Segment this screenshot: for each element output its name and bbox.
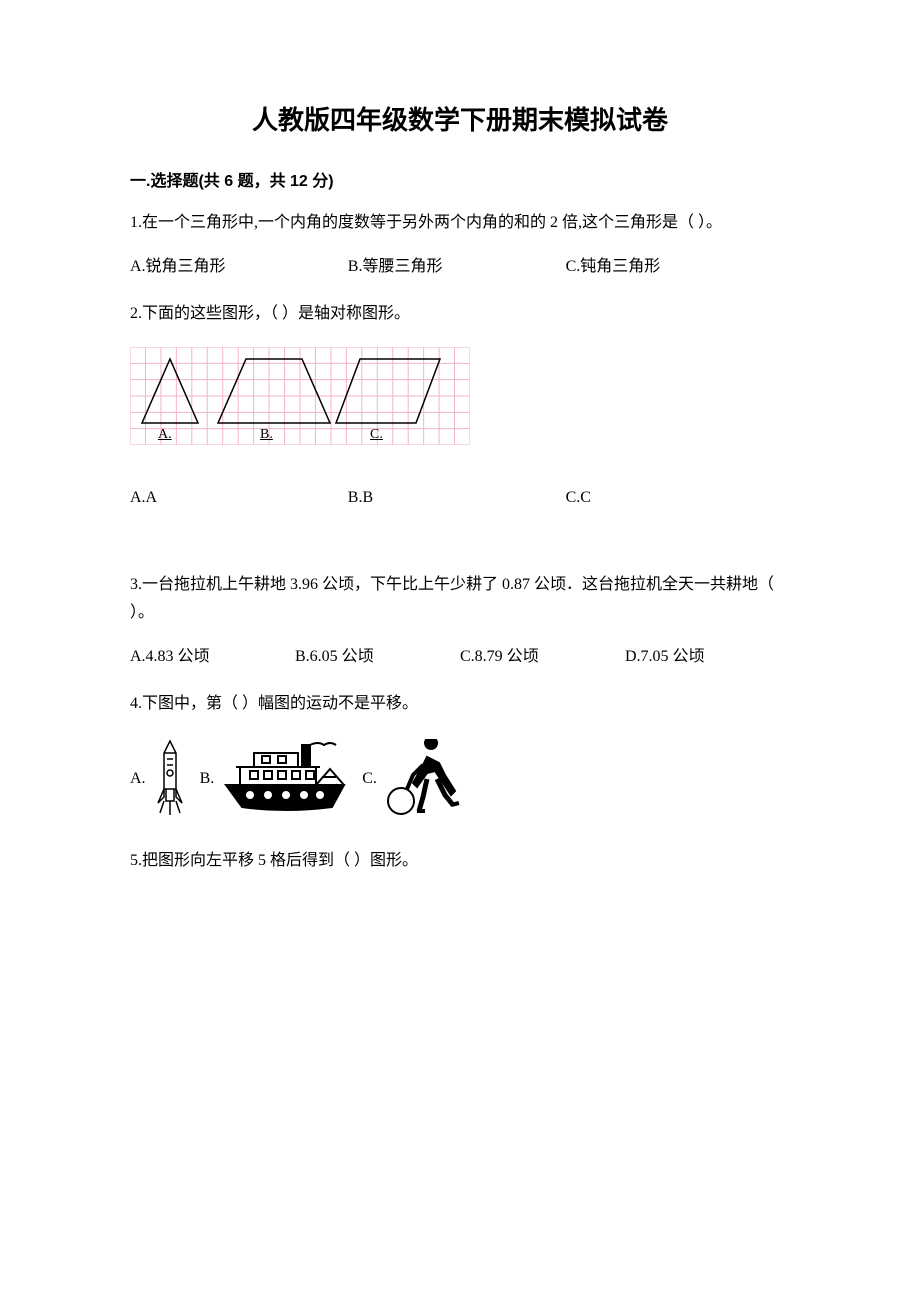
question-4-text: 4.下图中，第（ ）幅图的运动不是平移。 <box>130 690 790 717</box>
q4-label-c: C. <box>362 770 377 788</box>
question-4-figures: A. B. C. <box>130 739 790 819</box>
question-3-text: 3.一台拖拉机上午耕地 3.96 公顷，下午比上午少耕了 0.87 公顷．这台拖… <box>130 571 790 625</box>
q4-item-b: B. <box>200 739 351 819</box>
q4-item-c: C. <box>362 739 463 819</box>
question-1-text: 1.在一个三角形中,一个内角的度数等于另外两个内角的和的 2 倍,这个三角形是（… <box>130 209 790 236</box>
q2-label-b: B. <box>260 427 273 443</box>
q3-option-a: A.4.83 公顷 <box>130 642 295 666</box>
q3-option-d: D.7.05 公顷 <box>625 642 790 666</box>
q1-option-a: A.锐角三角形 <box>130 252 348 276</box>
question-2-figure: A. B. C. <box>130 347 790 445</box>
q4-label-a: A. <box>130 770 146 788</box>
q4-label-b: B. <box>200 770 215 788</box>
question-2-options: A.A B.B C.C <box>130 489 790 507</box>
section-header: 一.选择题(共 6 题，共 12 分) <box>130 167 790 191</box>
q2-option-c: C.C <box>566 489 784 507</box>
question-5-text: 5.把图形向左平移 5 格后得到（ ）图形。 <box>130 847 790 874</box>
ship-icon <box>220 739 350 819</box>
q3-option-c: C.8.79 公顷 <box>460 642 625 666</box>
question-1-options: A.锐角三角形 B.等腰三角形 C.钝角三角形 <box>130 252 790 276</box>
page-title: 人教版四年级数学下册期末模拟试卷 <box>130 100 790 137</box>
ball-player-icon <box>383 739 463 819</box>
question-3-options: A.4.83 公顷 B.6.05 公顷 C.8.79 公顷 D.7.05 公顷 <box>130 642 790 666</box>
q2-label-a: A. <box>158 427 172 443</box>
q2-label-c: C. <box>370 427 383 443</box>
rocket-icon <box>152 739 188 819</box>
q2-option-b: B.B <box>348 489 566 507</box>
q4-item-a: A. <box>130 739 188 819</box>
question-2-text: 2.下面的这些图形，（ ）是轴对称图形。 <box>130 300 790 327</box>
q1-option-c: C.钝角三角形 <box>566 252 784 276</box>
q2-shapes-svg <box>130 347 470 445</box>
q3-option-b: B.6.05 公顷 <box>295 642 460 666</box>
q1-option-b: B.等腰三角形 <box>348 252 566 276</box>
q2-grid: A. B. C. <box>130 347 470 445</box>
q2-option-a: A.A <box>130 489 348 507</box>
